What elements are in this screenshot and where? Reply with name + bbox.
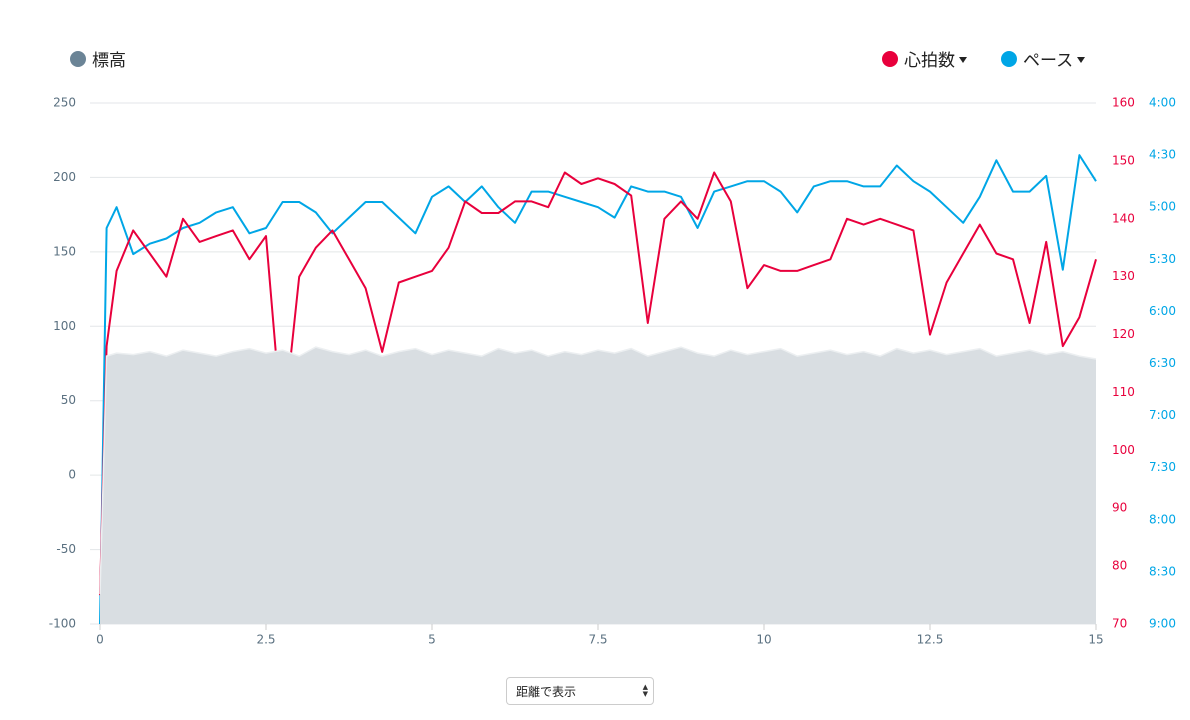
legend-item[interactable]: ペース: [1001, 46, 1086, 71]
legend-label: 心拍数: [904, 51, 955, 71]
tick-label: 7:00: [1149, 408, 1176, 422]
x-tick-label: 12.5: [917, 633, 944, 647]
tick-label: 80: [1112, 559, 1127, 573]
x-tick-label: 7.5: [588, 633, 607, 647]
legend-swatch: [882, 50, 898, 67]
tick-label: 5:30: [1149, 252, 1176, 266]
tick-label: -50: [56, 542, 76, 556]
tick-label: 6:30: [1149, 356, 1176, 370]
tick-label: 200: [53, 170, 76, 184]
legend-label: ペース: [1023, 51, 1074, 71]
tick-label: 160: [1112, 96, 1135, 110]
dropdown-caret: [1077, 57, 1086, 63]
dropdown-caret: [959, 57, 967, 63]
tick-label: 120: [1112, 327, 1135, 341]
tick-label: 5:00: [1149, 200, 1176, 214]
x-tick-label: 0: [96, 633, 104, 647]
tick-label: 8:30: [1149, 564, 1176, 578]
select-arrows: ▲ ▼: [642, 683, 648, 698]
x-tick-label: 2.5: [256, 633, 275, 647]
tick-label: 9:00: [1149, 617, 1176, 631]
tick-label: 70: [1112, 617, 1127, 631]
tick-label: 0: [68, 468, 76, 482]
tick-label: 8:00: [1149, 512, 1176, 526]
x-tick-label: 10: [756, 633, 771, 647]
tick-label: 100: [53, 319, 76, 333]
area-fill: [100, 347, 1096, 624]
select-label: 距離で表示: [516, 684, 577, 699]
tick-label: -100: [49, 617, 76, 631]
tick-label: 4:00: [1149, 96, 1176, 110]
tick-label: 250: [53, 96, 76, 110]
line: [99, 154, 1097, 625]
legend-item[interactable]: 心拍数: [882, 46, 967, 71]
tick-label: 100: [1112, 443, 1135, 457]
x-tick-label: 15: [1088, 633, 1103, 647]
tick-label: 7:30: [1149, 460, 1176, 474]
tick-label: 150: [53, 244, 76, 258]
tick-label: 110: [1112, 385, 1135, 399]
line: [99, 171, 1097, 596]
legend-label: 標高: [92, 51, 126, 71]
view-select[interactable]: 距離で表示 ▲ ▼: [506, 677, 654, 705]
tick-label: 6:00: [1149, 304, 1176, 318]
x-tick-label: 5: [428, 633, 436, 647]
tick-label: 4:30: [1149, 148, 1176, 162]
tick-label: 130: [1112, 269, 1135, 283]
legend-swatch: [1001, 50, 1017, 67]
tick-label: 150: [1112, 153, 1135, 167]
chart: -100-50050100150200250708090100110120130…: [49, 96, 1176, 647]
area-line: [99, 346, 1097, 595]
tick-label: 90: [1112, 501, 1127, 515]
legend-swatch: [70, 50, 86, 67]
tick-label: 50: [61, 393, 76, 407]
tick-label: 140: [1112, 211, 1135, 225]
legend-item[interactable]: 標高: [70, 46, 126, 71]
